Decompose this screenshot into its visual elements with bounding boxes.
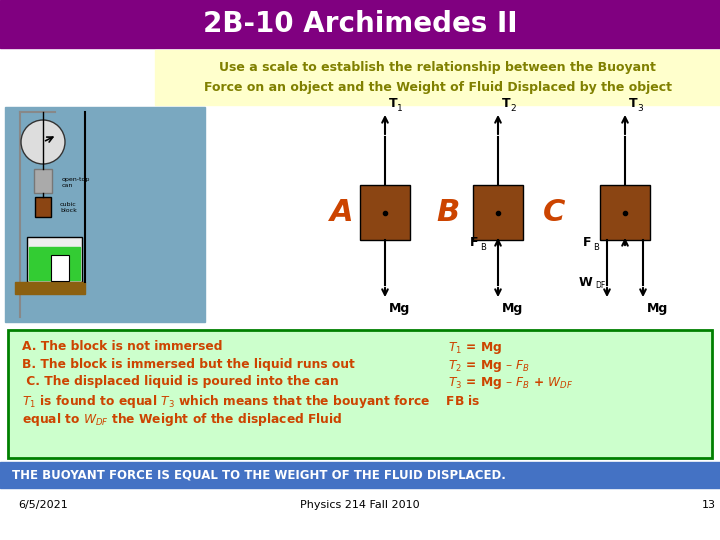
Text: Use a scale to establish the relationship between the Buoyant
Force on an object: Use a scale to establish the relationshi… bbox=[204, 62, 672, 93]
Text: 3: 3 bbox=[637, 104, 643, 113]
Text: THE BUOYANT FORCE IS EQUAL TO THE WEIGHT OF THE FLUID DISPLACED.: THE BUOYANT FORCE IS EQUAL TO THE WEIGHT… bbox=[12, 469, 506, 482]
Text: Mg: Mg bbox=[502, 302, 523, 315]
Text: C. The displaced liquid is poured into the can: C. The displaced liquid is poured into t… bbox=[22, 375, 338, 388]
Text: F: F bbox=[470, 237, 479, 249]
Text: 2: 2 bbox=[510, 104, 516, 113]
Text: T: T bbox=[389, 97, 397, 110]
Bar bbox=[27, 237, 82, 282]
Bar bbox=[0, 107, 720, 322]
Text: A. The block is not immersed: A. The block is not immersed bbox=[22, 340, 222, 353]
Bar bbox=[34, 169, 52, 193]
Bar bbox=[29, 247, 80, 280]
Text: 1: 1 bbox=[397, 104, 402, 113]
Text: 2B-10 Archimedes II: 2B-10 Archimedes II bbox=[203, 10, 517, 38]
Bar bbox=[51, 255, 69, 281]
Text: Mg: Mg bbox=[389, 302, 410, 315]
Text: T: T bbox=[502, 97, 510, 110]
Text: B. The block is immersed but the liquid runs out: B. The block is immersed but the liquid … bbox=[22, 357, 355, 371]
Bar bbox=[5, 107, 205, 322]
Text: $T_1$ = Mg: $T_1$ = Mg bbox=[448, 340, 502, 356]
Bar bbox=[0, 0, 720, 48]
Text: $T_2$ = Mg – $F_B$: $T_2$ = Mg – $F_B$ bbox=[448, 357, 530, 374]
Bar bbox=[15, 282, 85, 294]
Bar bbox=[600, 185, 650, 240]
Text: B: B bbox=[593, 242, 599, 252]
Bar bbox=[155, 50, 720, 105]
Bar bbox=[0, 462, 720, 488]
Text: Physics 214 Fall 2010: Physics 214 Fall 2010 bbox=[300, 500, 420, 510]
Text: equal to $W_{DF}$ the Weight of the displaced Fluid: equal to $W_{DF}$ the Weight of the disp… bbox=[22, 411, 343, 428]
Text: $T_3$ = Mg – $F_B$ + $W_{DF}$: $T_3$ = Mg – $F_B$ + $W_{DF}$ bbox=[448, 375, 573, 391]
FancyBboxPatch shape bbox=[8, 330, 712, 458]
Circle shape bbox=[21, 120, 65, 164]
Text: 6/5/2021: 6/5/2021 bbox=[18, 500, 68, 510]
Text: C: C bbox=[543, 198, 565, 227]
Text: W: W bbox=[579, 275, 593, 288]
Bar bbox=[360, 185, 410, 240]
Text: Mg: Mg bbox=[647, 302, 668, 315]
Bar bbox=[473, 185, 523, 240]
Text: T: T bbox=[629, 97, 638, 110]
Text: A: A bbox=[330, 198, 354, 227]
Text: $T_1$ is found to equal $T_3$ which means that the bouyant force    FB is: $T_1$ is found to equal $T_3$ which mean… bbox=[22, 393, 481, 410]
Text: open-top
can: open-top can bbox=[62, 177, 91, 188]
Text: 13: 13 bbox=[702, 500, 716, 510]
Text: B: B bbox=[436, 198, 459, 227]
Text: B: B bbox=[480, 242, 486, 252]
Text: F: F bbox=[583, 237, 592, 249]
Bar bbox=[35, 197, 51, 217]
Text: DF: DF bbox=[595, 281, 606, 291]
Text: cubic
block: cubic block bbox=[60, 202, 77, 213]
